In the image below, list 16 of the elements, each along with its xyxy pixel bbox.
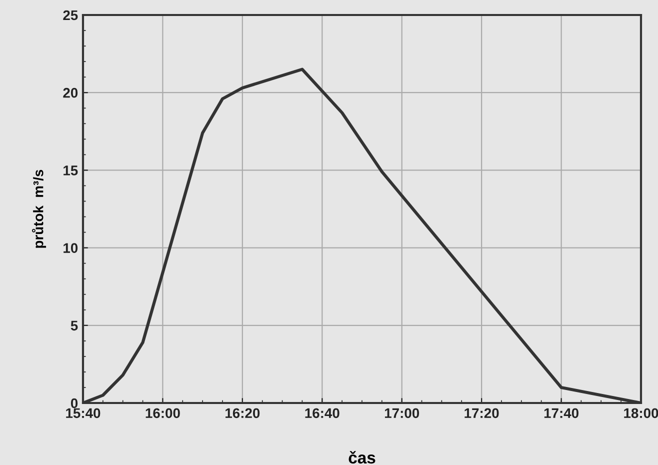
x-tick-label: 17:20	[464, 408, 499, 418]
x-tick-label: 15:40	[66, 408, 100, 418]
y-tick-label: 15	[64, 166, 78, 176]
x-tick-label: 16:40	[305, 408, 340, 418]
y-tick-label: 5	[70, 320, 78, 331]
x-tick-label: 17:00	[384, 408, 420, 418]
x-axis-title: čas	[348, 451, 376, 464]
y-tick-label: 0	[70, 398, 78, 408]
x-tick-label: 16:00	[146, 408, 180, 418]
x-tick-label: 18:00	[624, 408, 658, 418]
x-tick-label: 17:40	[544, 408, 578, 418]
y-tick-label: 20	[63, 88, 78, 98]
y-tick-label: 10	[64, 243, 78, 253]
x-tick-label: 16:20	[226, 408, 260, 418]
y-tick-label: 25	[63, 10, 78, 20]
y-axis-title: průtok m³/s	[32, 170, 46, 248]
